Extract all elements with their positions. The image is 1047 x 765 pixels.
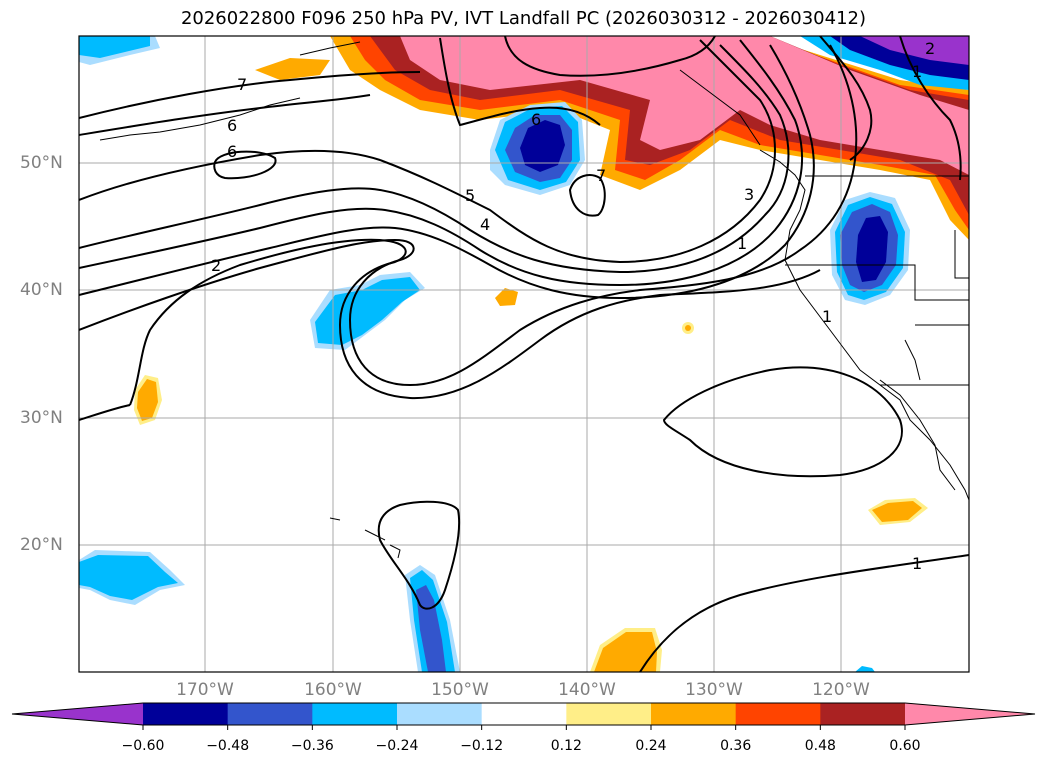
map-title: 2026022800 F096 250 hPa PV, IVT Landfall… [180, 8, 867, 29]
colorbar-tick-label: −0.24 [375, 738, 419, 754]
contour-label: 4 [480, 215, 490, 234]
contour-label: 1 [737, 234, 747, 253]
map-frame [78, 35, 970, 673]
colorbar-cell [820, 703, 906, 725]
lat-label: 30°N [20, 408, 63, 428]
contour-label: 2 [925, 39, 935, 58]
contour-label: 1 [912, 62, 922, 81]
colorbar-tick-label: 0.48 [804, 738, 836, 754]
contour-label: 7 [596, 166, 606, 185]
pv-shading [79, 36, 969, 672]
colorbar [11, 702, 1036, 730]
contour-label: 6 [227, 116, 237, 135]
graticule [79, 36, 969, 672]
contour-label: 3 [744, 185, 754, 204]
lon-label: 150°W [431, 680, 489, 700]
colorbar-extend-right [905, 703, 1035, 725]
lon-label: 130°W [685, 680, 743, 700]
lat-label: 20°N [20, 535, 63, 555]
colorbar-tick-label: −0.48 [206, 738, 250, 754]
lat-label: 50°N [20, 153, 63, 173]
contour-label: 7 [237, 75, 247, 94]
lat-label: 40°N [20, 280, 63, 300]
colorbar-tick-label: 0.12 [550, 738, 582, 754]
colorbar-cell [397, 703, 483, 725]
colorbar-cell [481, 703, 567, 725]
colorbar-cell [651, 703, 737, 725]
colorbar-cell [312, 703, 398, 725]
contour-label: 6 [531, 110, 541, 129]
colorbar-tick-label: 0.36 [720, 738, 752, 754]
lon-label: 160°W [304, 680, 362, 700]
colorbar-cell [735, 703, 821, 725]
colorbar-extend-left [12, 703, 143, 725]
colorbar-cell [143, 703, 229, 725]
colorbar-tick-label: −0.60 [121, 738, 165, 754]
coastlines [99, 41, 969, 559]
contour-label-group: 7 6 6 6 5 4 3 2 2 1 1 1 1 7 [211, 39, 935, 573]
contour-label: 1 [912, 554, 922, 573]
contours [79, 36, 969, 672]
colorbar-tick-label: −0.12 [460, 738, 504, 754]
contour-label: 6 [227, 142, 237, 161]
colorbar-tick-label: 0.60 [889, 738, 921, 754]
colorbar-tick-label: 0.24 [635, 738, 667, 754]
lon-label: 120°W [812, 680, 870, 700]
colorbar-tick-label: −0.36 [290, 738, 334, 754]
contour-label: 5 [465, 186, 475, 205]
colorbar-cell [227, 703, 313, 725]
colorbar-cell [566, 703, 652, 725]
lon-label: 170°W [176, 680, 234, 700]
lon-label: 140°W [558, 680, 616, 700]
contour-label: 1 [822, 307, 832, 326]
contour-label: 2 [211, 256, 221, 275]
